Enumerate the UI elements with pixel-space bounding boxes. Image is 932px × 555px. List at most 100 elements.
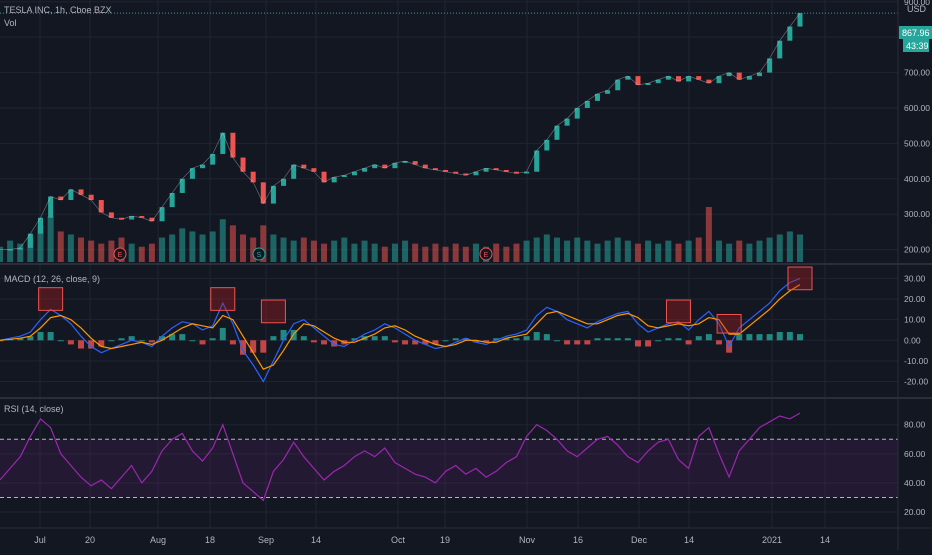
price-candle bbox=[564, 118, 570, 126]
price-candle bbox=[665, 76, 671, 80]
price-candle bbox=[149, 217, 155, 222]
axis-tick-label: 40.00 bbox=[904, 478, 926, 488]
volume-bar bbox=[493, 243, 500, 262]
macd-highlight-box bbox=[260, 299, 286, 324]
macd-histogram-bar bbox=[553, 340, 560, 342]
volume-bar bbox=[402, 240, 409, 262]
macd-histogram-bar bbox=[280, 329, 287, 341]
macd-histogram-bar bbox=[169, 334, 176, 341]
axis-tick-label: 0.00 bbox=[904, 335, 921, 345]
volume-bar bbox=[260, 225, 267, 262]
volume-bar bbox=[655, 243, 662, 262]
macd-histogram-bar bbox=[412, 340, 419, 345]
volume-bar bbox=[695, 237, 702, 262]
price-candle bbox=[351, 171, 357, 176]
price-candle bbox=[524, 171, 530, 174]
price-candle bbox=[392, 162, 398, 169]
price-candle bbox=[220, 132, 226, 155]
symbol-title[interactable]: TESLA INC, 1h, Cboe BZX bbox=[4, 5, 112, 15]
price-candle bbox=[98, 200, 104, 213]
price-candle bbox=[38, 217, 44, 234]
price-candle bbox=[686, 76, 692, 82]
price-candle bbox=[625, 76, 631, 80]
price-candle bbox=[453, 171, 459, 174]
axis-tick-label: 60.00 bbox=[904, 449, 926, 459]
macd-histogram-bar bbox=[655, 340, 662, 342]
volume-bar bbox=[797, 234, 803, 262]
rsi-band bbox=[0, 439, 898, 498]
axis-tick-label: 10.00 bbox=[904, 315, 926, 325]
price-candle bbox=[777, 40, 783, 59]
price-axis[interactable]: 200.00300.00400.00500.00600.00700.00800.… bbox=[904, 0, 930, 517]
volume-bar bbox=[209, 231, 216, 262]
price-candle bbox=[726, 72, 732, 77]
volume-bar bbox=[47, 216, 54, 262]
rsi-pane[interactable] bbox=[0, 412, 898, 502]
volume-bar bbox=[776, 234, 783, 262]
price-candle bbox=[159, 207, 165, 222]
macd-histogram-bar bbox=[148, 340, 155, 343]
macd-histogram-bar bbox=[766, 334, 773, 341]
time-axis-label: Oct bbox=[391, 535, 406, 545]
macd-histogram-bar bbox=[797, 334, 803, 341]
volume-bar bbox=[199, 234, 206, 262]
price-candle bbox=[372, 164, 378, 169]
volume-bar bbox=[27, 237, 34, 262]
price-candle bbox=[645, 83, 651, 85]
macd-histogram-bar bbox=[776, 332, 783, 341]
time-axis[interactable]: Jul 20 Aug 18 Sep 14 Oct 19 Nov 16 Dec 14 2021 14 bbox=[34, 535, 830, 545]
price-candle bbox=[108, 212, 114, 218]
price-pane[interactable] bbox=[0, 12, 898, 262]
volume-bar bbox=[553, 237, 560, 262]
volume-bar bbox=[665, 240, 672, 262]
macd-histogram-bar bbox=[17, 338, 24, 341]
volume-bar bbox=[98, 243, 105, 262]
macd-histogram-bar bbox=[746, 334, 753, 341]
price-candle bbox=[281, 178, 287, 186]
volume-bar bbox=[57, 231, 64, 262]
macd-histogram-bar bbox=[321, 340, 328, 345]
volume-bar bbox=[705, 207, 712, 262]
price-candle bbox=[341, 175, 347, 178]
volume-bar bbox=[280, 237, 287, 262]
volume-bar bbox=[564, 240, 571, 262]
price-candle bbox=[27, 233, 33, 248]
macd-histogram-bar bbox=[604, 338, 611, 341]
macd-histogram-bar bbox=[351, 338, 358, 341]
price-candle bbox=[736, 72, 742, 80]
currency-label[interactable]: USD bbox=[907, 4, 927, 14]
time-axis-label: 2021 bbox=[762, 535, 782, 545]
volume-bar bbox=[624, 240, 631, 262]
macd-line bbox=[0, 277, 801, 383]
volume-bar bbox=[766, 237, 773, 262]
volume-bar bbox=[715, 240, 722, 262]
time-axis-label: Jul bbox=[34, 535, 46, 545]
volume-bar bbox=[533, 237, 540, 262]
price-candle bbox=[716, 76, 722, 84]
rsi-title[interactable]: RSI (14, close) bbox=[4, 404, 64, 414]
volume-bar bbox=[746, 243, 753, 262]
macd-histogram-bar bbox=[67, 340, 74, 345]
price-candle bbox=[787, 26, 793, 41]
time-axis-label: 19 bbox=[440, 535, 450, 545]
macd-histogram-bar bbox=[108, 340, 115, 342]
time-axis-label: Sep bbox=[258, 535, 274, 545]
event-marker-label: S bbox=[257, 252, 262, 259]
macd-histogram-bar bbox=[645, 340, 652, 347]
volume-bar bbox=[452, 243, 459, 262]
volume-bar bbox=[391, 243, 398, 262]
volume-bar bbox=[574, 237, 581, 262]
macd-pane[interactable] bbox=[0, 277, 803, 383]
volume-bar bbox=[472, 243, 479, 262]
macd-histogram-bar bbox=[260, 340, 267, 353]
macd-title[interactable]: MACD (12, 26, close, 9) bbox=[4, 274, 100, 284]
price-candle bbox=[605, 90, 611, 94]
event-marker-label: E bbox=[484, 252, 489, 259]
volume-bar bbox=[726, 243, 733, 262]
price-candle bbox=[382, 164, 388, 169]
volume-bar bbox=[412, 243, 419, 262]
volume-bar bbox=[634, 243, 641, 262]
volume-bar bbox=[148, 243, 155, 262]
